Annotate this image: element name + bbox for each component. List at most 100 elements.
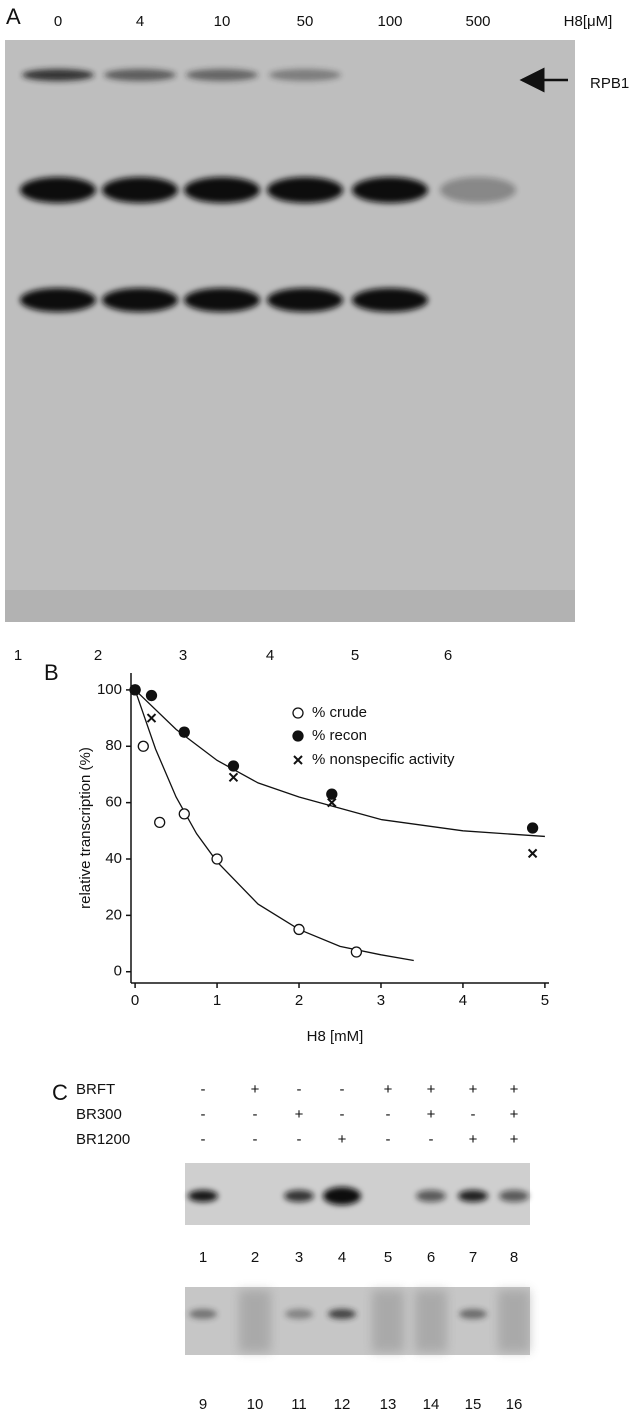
lane-number: 10 [247, 1396, 264, 1413]
lane-header: 500 [465, 13, 490, 30]
gel-band [22, 69, 94, 81]
data-point [145, 689, 158, 702]
lane-number: 1 [14, 647, 22, 664]
lane-number: 1 [199, 1249, 207, 1266]
lane-number: 6 [444, 647, 452, 664]
data-point [178, 808, 190, 820]
x-tick-label: 2 [295, 992, 303, 1009]
gel-band [267, 288, 343, 312]
gel-smear [498, 1290, 530, 1352]
data-point [326, 788, 338, 800]
panel-label: B [44, 660, 59, 685]
legend-symbol [292, 730, 304, 742]
x-tick-label: 1 [213, 992, 221, 1009]
sign: - [429, 1131, 434, 1148]
gel-band [328, 1309, 356, 1319]
lane-number: 14 [423, 1396, 440, 1413]
data-point [228, 772, 239, 782]
data-point [146, 713, 157, 723]
data-point [130, 685, 140, 695]
x-tick-label: 3 [377, 992, 385, 1009]
gel-band [458, 1190, 488, 1202]
lane-number: 12 [334, 1396, 351, 1413]
lane-number: 5 [351, 647, 359, 664]
y-tick-label: 0 [114, 963, 122, 980]
gel-band [352, 288, 428, 312]
lane-number: 7 [469, 1249, 477, 1266]
sign: - [297, 1131, 302, 1148]
gel-band [184, 177, 260, 203]
data-point [154, 816, 166, 829]
sign: - [297, 1081, 302, 1098]
gel-edge [5, 590, 575, 622]
gel-band [269, 69, 341, 81]
data-point [293, 923, 305, 936]
gel-band [499, 1190, 529, 1202]
sign: + [251, 1081, 260, 1098]
lane-number: 9 [199, 1396, 207, 1413]
panel-label: C [52, 1080, 68, 1105]
gel-band [267, 177, 343, 203]
gel-band [186, 69, 258, 81]
y-tick-label: 100 [97, 681, 122, 698]
lane-number: 8 [510, 1249, 518, 1266]
gel-background [185, 1287, 530, 1355]
lane-number: 4 [266, 647, 274, 664]
sign: - [253, 1106, 258, 1123]
gel-c [185, 1163, 530, 1355]
legend-label: % crude [312, 704, 367, 721]
lane-header: 4 [136, 13, 144, 30]
gel-band [102, 177, 178, 203]
legend-symbol [292, 707, 304, 719]
lane-header: 50 [297, 13, 314, 30]
row-label: BRFT [76, 1081, 115, 1098]
sign: + [510, 1081, 519, 1098]
gel-band [285, 1309, 313, 1319]
row-label: BR1200 [76, 1131, 130, 1148]
lane-number: 16 [506, 1396, 523, 1413]
lane-number: 15 [465, 1396, 482, 1413]
data-point [227, 760, 240, 772]
data-point [137, 740, 149, 752]
data-point [527, 848, 538, 859]
gel-band [20, 177, 96, 203]
sign: + [427, 1081, 436, 1098]
gel-band [20, 288, 96, 312]
lane-number: 2 [251, 1249, 259, 1266]
data-point [211, 853, 223, 865]
data-point [526, 822, 539, 834]
gel-band [352, 177, 428, 203]
sign: - [201, 1106, 206, 1123]
gel-smear [239, 1290, 271, 1352]
data-point [179, 727, 189, 737]
x-axis-label: H8 [mM] [307, 1028, 364, 1045]
lane-number: 5 [384, 1249, 392, 1266]
sign: + [338, 1131, 347, 1148]
gel-band [189, 1309, 217, 1319]
gel-band [102, 288, 178, 312]
row-label: BR300 [76, 1106, 122, 1123]
data-point [350, 946, 363, 958]
y-tick-label: 20 [105, 906, 122, 923]
sign: - [253, 1131, 258, 1148]
sign: - [386, 1106, 391, 1123]
x-tick-label: 4 [459, 992, 467, 1009]
lane-number: 6 [427, 1249, 435, 1266]
lane-number: 13 [380, 1396, 397, 1413]
gel-smear [415, 1290, 447, 1352]
lane-header: 10 [214, 13, 231, 30]
sign: - [471, 1106, 476, 1123]
lane-header: 0 [54, 13, 62, 30]
sign: - [340, 1081, 345, 1098]
gel-band [459, 1309, 487, 1319]
gel-band [184, 288, 260, 312]
gel-band [323, 1187, 361, 1205]
lane-number: 3 [179, 647, 187, 664]
sign: + [510, 1106, 519, 1123]
sign: + [469, 1131, 478, 1148]
lane-number: 11 [291, 1396, 307, 1413]
y-axis-label: relative transcription (%) [77, 747, 94, 909]
sign: + [295, 1106, 304, 1123]
